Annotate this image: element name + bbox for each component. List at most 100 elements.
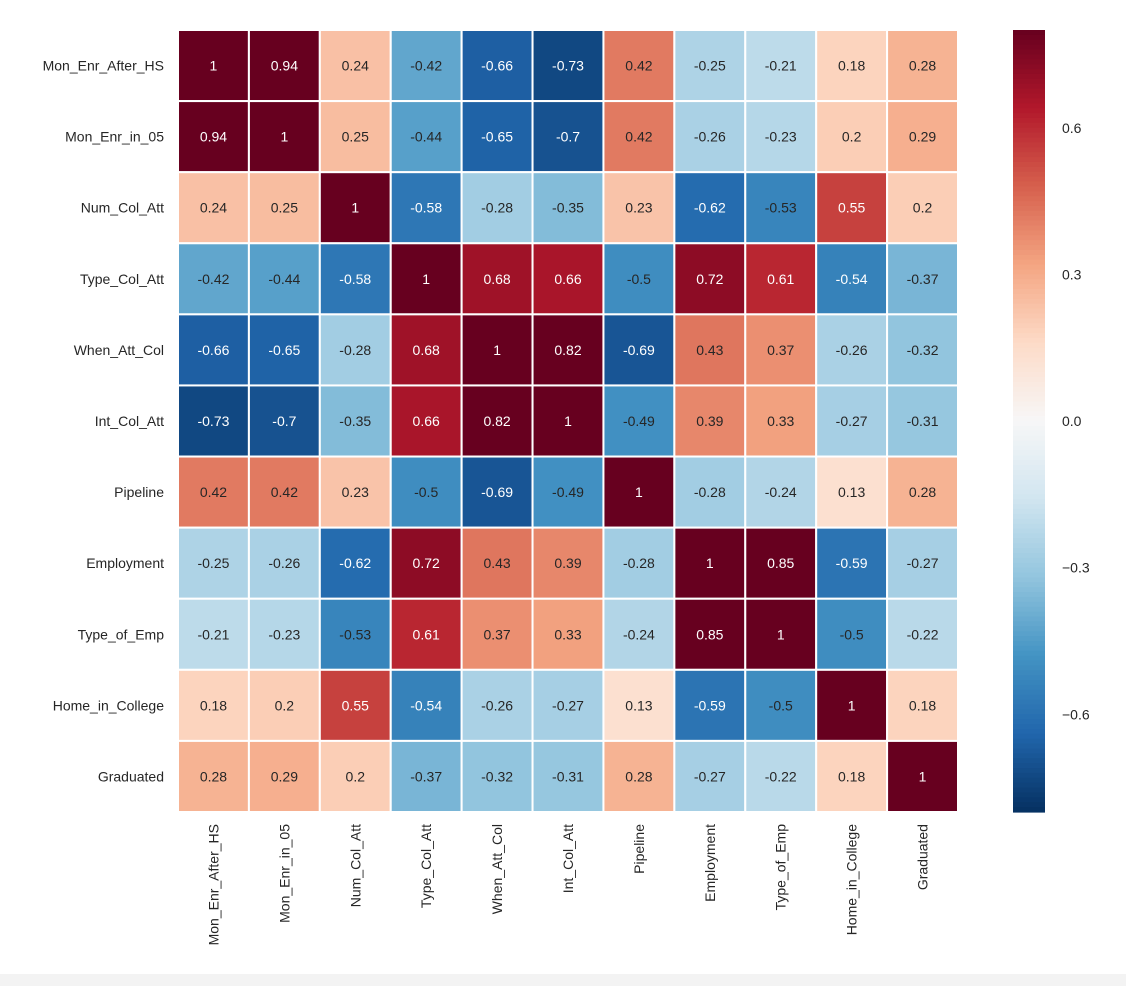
cell-annotation: -0.28 — [623, 555, 655, 571]
colorbar-segment — [1013, 792, 1045, 798]
cell-annotation: 0.37 — [767, 342, 794, 358]
colorbar-segment — [1013, 460, 1045, 466]
heatmap-cell — [389, 242, 463, 316]
cell-annotation: 0.25 — [271, 200, 298, 216]
heatmap-cell — [531, 739, 605, 814]
colorbar-segment — [1013, 416, 1045, 422]
cell-annotation: -0.31 — [907, 413, 939, 429]
cell-annotation: -0.23 — [268, 626, 300, 642]
y-tick-label: Employment — [86, 555, 164, 571]
cell-annotation: -0.32 — [481, 768, 513, 784]
colorbar-segment — [1013, 284, 1045, 290]
cell-annotation: 1 — [422, 271, 430, 287]
heatmap-cell — [602, 100, 676, 174]
heatmap-cell — [177, 384, 250, 458]
colorbar-segment — [1013, 279, 1045, 285]
heatmap-cell — [460, 313, 534, 387]
heatmap-cell — [673, 100, 747, 174]
heatmap-cell — [886, 242, 959, 316]
x-tick-label: Graduated — [915, 824, 931, 890]
colorbar-segment — [1013, 406, 1045, 412]
cell-annotation: 0.39 — [554, 555, 581, 571]
colorbar-segment — [1013, 215, 1045, 222]
cell-annotation: 0.24 — [342, 58, 369, 74]
colorbar-segment — [1013, 474, 1045, 481]
heatmap-cell — [744, 739, 818, 814]
colorbar-segment — [1013, 606, 1045, 613]
heatmap-cell — [460, 526, 534, 600]
cell-annotation: -0.65 — [481, 129, 513, 145]
x-tick-label: Mon_Enr_After_HS — [205, 824, 221, 945]
heatmap-cell — [389, 526, 463, 600]
cell-annotation: -0.49 — [552, 484, 584, 500]
cell-annotation: 0.28 — [200, 768, 227, 784]
colorbar-segment — [1013, 367, 1045, 373]
colorbar-segment — [1013, 469, 1045, 476]
cell-annotation: 0.13 — [625, 697, 652, 713]
y-tick-label: When_Att_Col — [74, 342, 164, 358]
heatmap-cell — [673, 455, 747, 529]
heatmap-cell — [602, 313, 676, 387]
colorbar-segment — [1013, 675, 1045, 681]
cell-annotation: -0.24 — [765, 484, 797, 500]
colorbar-segment — [1013, 572, 1045, 578]
x-tick-label: Int_Col_Att — [560, 824, 576, 893]
colorbar-segment — [1013, 768, 1045, 774]
heatmap-cell — [177, 29, 250, 103]
cell-annotation: 0.39 — [696, 413, 723, 429]
heatmap-cell — [389, 455, 463, 529]
colorbar-segment — [1013, 777, 1045, 784]
colorbar-tick-label: −0.3 — [1062, 560, 1090, 576]
heatmap-cell — [673, 739, 747, 814]
colorbar-segment — [1013, 543, 1045, 549]
colorbar-segment — [1013, 30, 1045, 36]
cell-annotation: 0.18 — [838, 58, 865, 74]
heatmap-cell — [602, 171, 676, 245]
cell-annotation: 0.28 — [909, 484, 936, 500]
colorbar-segment — [1013, 240, 1045, 246]
cell-annotation: 0.72 — [413, 555, 440, 571]
heatmap-cell — [318, 242, 392, 316]
colorbar-segment — [1013, 640, 1045, 647]
heatmap-cell — [815, 100, 889, 174]
cell-annotation: 1 — [635, 484, 643, 500]
colorbar-segment — [1013, 264, 1045, 271]
cell-annotation: 0.61 — [767, 271, 794, 287]
cell-annotation: 0.23 — [342, 484, 369, 500]
colorbar-segment — [1013, 787, 1045, 794]
colorbar-segment — [1013, 450, 1045, 456]
colorbar-segment — [1013, 797, 1045, 803]
colorbar-segment — [1013, 333, 1045, 339]
heatmap-cell — [886, 455, 959, 529]
heatmap-cell — [744, 171, 818, 245]
colorbar-segment — [1013, 230, 1045, 236]
colorbar-segment — [1013, 49, 1045, 56]
colorbar-segment — [1013, 587, 1045, 593]
colorbar-segment — [1013, 98, 1045, 104]
cell-annotation: -0.42 — [197, 271, 229, 287]
colorbar-segment — [1013, 724, 1045, 730]
colorbar-segment — [1013, 347, 1045, 354]
cell-annotation: 1 — [564, 413, 572, 429]
heatmap-cell — [318, 313, 392, 387]
heatmap-cell — [531, 29, 605, 103]
cell-annotation: 1 — [848, 697, 856, 713]
cell-annotation: 0.29 — [909, 129, 936, 145]
colorbar-segment — [1013, 249, 1045, 256]
cell-annotation: 0.82 — [483, 413, 510, 429]
colorbar-segment — [1013, 758, 1045, 764]
colorbar-segment — [1013, 748, 1045, 754]
cell-annotation: -0.5 — [627, 271, 651, 287]
cell-annotation: -0.26 — [268, 555, 300, 571]
cell-annotation: -0.44 — [268, 271, 300, 287]
heatmap-cell — [531, 384, 605, 458]
colorbar-segment — [1013, 44, 1045, 51]
colorbar-segment — [1013, 807, 1045, 813]
colorbar-segment — [1013, 122, 1045, 129]
cell-annotation: 0.28 — [909, 58, 936, 74]
heatmap-cell — [815, 313, 889, 387]
cell-annotation: 0.55 — [838, 200, 865, 216]
colorbar-segment — [1013, 88, 1045, 95]
colorbar-segment — [1013, 337, 1045, 344]
